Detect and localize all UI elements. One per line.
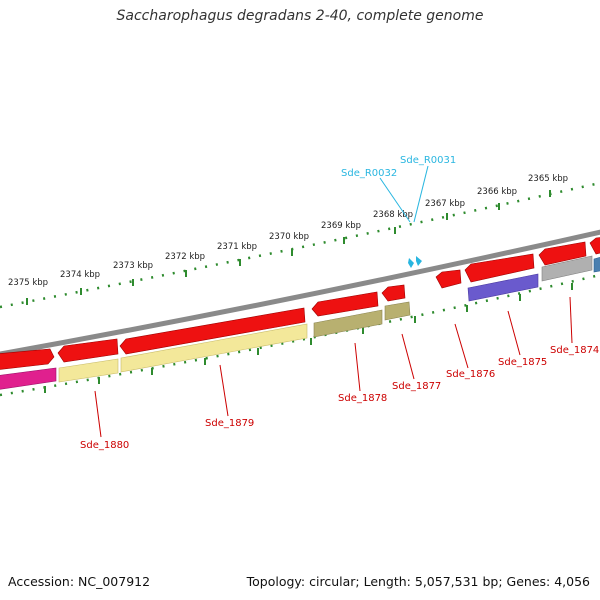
- accession-text: Accession: NC_007912: [8, 574, 151, 589]
- cds-arrow[interactable]: [311, 291, 379, 317]
- ruler-label: 2366 kbp: [477, 187, 517, 197]
- genome-backbone: [0, 229, 600, 357]
- gene-leaders: [94, 296, 573, 438]
- category-bar: [0, 367, 57, 390]
- gene-label: Sde_1875: [498, 357, 547, 368]
- rna-marker[interactable]: [416, 256, 422, 266]
- category-bar: [58, 358, 119, 383]
- ruler-label: 2372 kbp: [165, 252, 205, 262]
- map-title: Saccharophagus degradans 2-40, complete …: [116, 8, 484, 24]
- rna-leaders: [379, 165, 429, 223]
- gene-label: Sde_1878: [338, 393, 387, 404]
- cds-arrow[interactable]: [57, 338, 119, 363]
- ruler-label: 2365 kbp: [528, 174, 568, 184]
- gene-label: Sde_1874: [550, 345, 599, 356]
- gene-label: Sde_1879: [205, 418, 254, 429]
- cds-arrow[interactable]: [589, 237, 600, 255]
- category-bar: [313, 309, 383, 338]
- gene-label: Sde_1876: [446, 369, 495, 380]
- cds-arrow[interactable]: [119, 307, 306, 355]
- cds-features: [0, 237, 600, 370]
- gene-label: Sde_1880: [80, 440, 129, 451]
- category-bar: [120, 323, 308, 373]
- cds-arrow[interactable]: [0, 348, 55, 370]
- outer-ruler-major-ticks: [26, 190, 551, 305]
- ruler-label: 2371 kbp: [217, 242, 257, 252]
- category-bar: [593, 257, 600, 273]
- cds-arrow[interactable]: [538, 241, 587, 266]
- ruler-label: 2368 kbp: [373, 210, 413, 220]
- ruler-labels: 2375 kbp 2374 kbp 2373 kbp 2372 kbp 2371…: [8, 174, 568, 288]
- inner-ruler-major-ticks: [44, 283, 573, 393]
- cds-arrow[interactable]: [381, 284, 406, 302]
- gene-label: Sde_1877: [392, 381, 441, 392]
- category-bars: [0, 255, 600, 390]
- ruler-label: 2369 kbp: [321, 221, 361, 231]
- ruler-label: 2374 kbp: [60, 270, 100, 280]
- category-bar: [384, 301, 411, 321]
- ruler-label: 2370 kbp: [269, 232, 309, 242]
- cds-arrow[interactable]: [435, 269, 462, 289]
- category-bar: [467, 273, 539, 302]
- ruler-label: 2367 kbp: [425, 199, 465, 209]
- cds-arrow[interactable]: [464, 253, 535, 283]
- ruler-label: 2375 kbp: [8, 278, 48, 288]
- rna-features: [408, 256, 422, 268]
- category-bar: [541, 255, 593, 282]
- rna-marker[interactable]: [408, 258, 414, 268]
- rna-label: Sde_R0032: [341, 168, 397, 179]
- topology-text: Topology: circular; Length: 5,057,531 bp…: [246, 574, 590, 589]
- rna-label: Sde_R0031: [400, 155, 456, 166]
- ruler-label: 2373 kbp: [113, 261, 153, 271]
